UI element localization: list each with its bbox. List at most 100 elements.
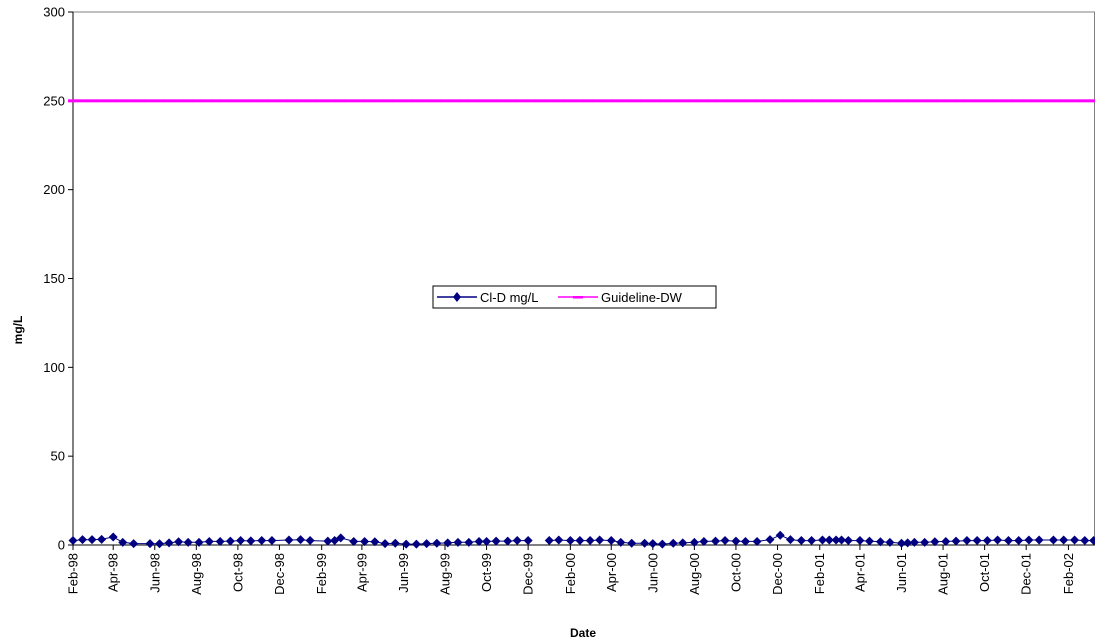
guideline-marker — [258, 99, 269, 103]
cl-d-point — [807, 536, 817, 546]
legend-marker-cl-d — [453, 292, 461, 302]
cl-d-point — [843, 536, 853, 546]
guideline-marker — [983, 99, 994, 103]
cl-d-point — [710, 536, 720, 546]
x-tick-label: Feb-02 — [1061, 553, 1076, 594]
guideline-marker — [583, 99, 594, 103]
cl-d-point — [183, 537, 193, 547]
guideline-marker — [211, 99, 222, 103]
guideline-marker — [535, 99, 546, 103]
guideline-marker — [649, 99, 660, 103]
cl-d-point — [336, 533, 346, 543]
guideline-marker — [621, 99, 632, 103]
guideline-marker — [478, 99, 489, 103]
cl-d-point — [951, 536, 961, 546]
cl-d-point — [204, 536, 214, 546]
cl-d-point — [993, 535, 1003, 545]
guideline-marker — [945, 99, 956, 103]
cl-d-point — [1059, 535, 1069, 545]
cl-d-point — [97, 534, 107, 544]
guideline-marker — [888, 99, 899, 103]
guideline-marker — [153, 99, 164, 103]
guideline-marker — [668, 99, 679, 103]
cl-d-point — [215, 536, 225, 546]
cl-d-point — [236, 536, 246, 546]
cl-d-point — [482, 536, 492, 546]
guideline-marker — [516, 99, 527, 103]
x-tick-label: Apr-00 — [604, 553, 619, 592]
cl-d-point — [401, 539, 411, 549]
cl-d-point — [246, 536, 256, 546]
guideline-marker — [592, 99, 603, 103]
guideline-marker — [382, 99, 393, 103]
guideline-marker — [783, 99, 794, 103]
guideline-marker — [134, 99, 145, 103]
cl-d-point — [267, 536, 277, 546]
cl-d-point — [284, 535, 294, 545]
x-tick-label: Dec-99 — [521, 553, 536, 595]
cl-d-point — [752, 536, 762, 546]
guideline-marker — [497, 99, 508, 103]
cl-d-point — [1034, 535, 1044, 545]
cl-d-point — [796, 536, 806, 546]
cl-d-point — [145, 539, 155, 549]
x-tick-label: Jun-99 — [396, 553, 411, 593]
x-tick-label: Apr-01 — [852, 553, 867, 592]
guideline-marker — [87, 99, 98, 103]
guideline-marker — [735, 99, 746, 103]
guideline-marker — [335, 99, 346, 103]
guideline-marker — [897, 99, 908, 103]
guideline-marker — [859, 99, 870, 103]
cl-d-point — [323, 536, 333, 546]
x-tick-label: Feb-99 — [314, 553, 329, 594]
guideline-marker — [468, 99, 479, 103]
cl-d-point — [962, 536, 972, 546]
guideline-marker — [745, 99, 756, 103]
cl-d-point — [1024, 535, 1034, 545]
cl-d-point — [765, 535, 775, 545]
cl-d-point — [575, 536, 585, 546]
plot-frame — [72, 11, 1095, 546]
guideline-marker — [974, 99, 985, 103]
x-tick-label: Apr-98 — [106, 553, 121, 592]
guideline-marker — [630, 99, 641, 103]
cl-d-point — [1089, 536, 1095, 546]
series-layer — [68, 99, 1095, 549]
guideline-marker — [373, 99, 384, 103]
guideline-marker — [926, 99, 937, 103]
cl-d-point — [503, 536, 513, 546]
cl-d-point — [443, 538, 453, 548]
legend: Cl-D mg/L Guideline-DW — [432, 285, 717, 309]
guideline-marker — [554, 99, 565, 103]
guideline-marker — [487, 99, 498, 103]
guideline-marker — [316, 99, 327, 103]
cl-d-point — [824, 535, 834, 545]
cl-d-point — [380, 539, 390, 549]
cl-d-point — [370, 537, 380, 547]
cl-d-point — [474, 536, 484, 546]
guideline-marker — [401, 99, 412, 103]
cl-d-point — [941, 536, 951, 546]
guideline-marker — [68, 99, 78, 103]
guideline-marker — [363, 99, 374, 103]
guideline-marker — [573, 99, 584, 103]
x-tick-label: Dec-98 — [272, 553, 287, 595]
x-tick-label: Aug-00 — [687, 553, 702, 595]
guideline-marker — [249, 99, 260, 103]
cl-d-point — [1080, 536, 1090, 546]
x-tick-label: Aug-98 — [189, 553, 204, 595]
guideline-marker — [192, 99, 203, 103]
cl-d-point — [855, 536, 865, 546]
guideline-marker — [1031, 99, 1042, 103]
x-tick-label: Feb-01 — [812, 553, 827, 594]
cl-d-point — [864, 536, 874, 546]
y-tick-label: 200 — [43, 182, 65, 197]
cl-d-point — [640, 538, 650, 548]
guideline-marker — [411, 99, 422, 103]
guideline-marker — [640, 99, 651, 103]
cl-d-point — [129, 539, 139, 549]
legend-label-cl-d: Cl-D mg/L — [480, 290, 539, 305]
x-tick-label: Jun-01 — [894, 553, 909, 593]
guideline-marker — [172, 99, 183, 103]
guideline-marker — [1012, 99, 1023, 103]
